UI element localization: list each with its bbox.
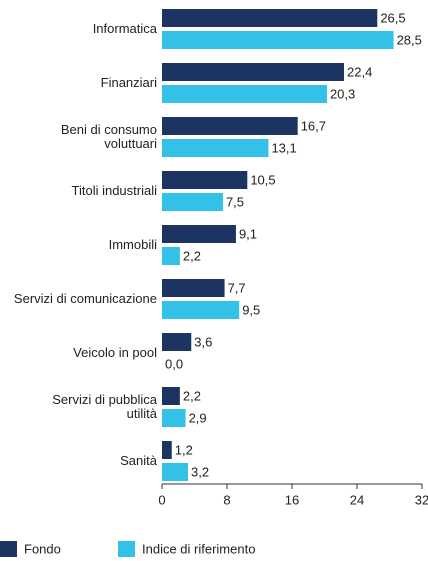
- category-label: Titoli industriali: [71, 183, 158, 198]
- category-label: Sanità: [120, 453, 157, 468]
- category-label: Servizi di comunicazione: [13, 291, 157, 306]
- x-tick-label: 24: [350, 492, 364, 507]
- bar: [162, 247, 180, 265]
- bar: [162, 171, 248, 189]
- legend-swatch: [0, 541, 17, 557]
- value-label: 10,5: [250, 172, 275, 187]
- x-tick-label: 8: [223, 492, 230, 507]
- bar: [162, 409, 186, 427]
- x-tick-label: 16: [285, 492, 299, 507]
- category-label: Veicolo in pool: [73, 345, 157, 360]
- bar: [162, 31, 394, 49]
- legend-swatch: [118, 541, 135, 557]
- value-label: 28,5: [397, 32, 422, 47]
- category-label: Beni di consumo voluttuari: [60, 122, 157, 151]
- legend-label: Fondo: [24, 541, 61, 556]
- bar: [162, 463, 188, 481]
- category-label: Finanziari: [100, 75, 157, 90]
- value-label: 7,5: [226, 194, 244, 209]
- bar: [162, 63, 344, 81]
- bar: [162, 225, 236, 243]
- bar: [162, 193, 223, 211]
- value-label: 2,2: [183, 248, 201, 263]
- category-label: Servizi di pubblica utilità: [52, 392, 157, 421]
- value-label: 13,1: [271, 140, 296, 155]
- bar: [162, 139, 269, 157]
- value-label: 3,6: [194, 334, 212, 349]
- value-label: 26,5: [380, 10, 405, 25]
- bar: [162, 387, 180, 405]
- value-label: 7,7: [228, 280, 246, 295]
- value-label: 3,2: [191, 464, 209, 479]
- value-label: 16,7: [301, 118, 326, 133]
- bar: [162, 279, 225, 297]
- value-label: 2,2: [183, 388, 201, 403]
- value-label: 9,5: [242, 302, 260, 317]
- category-label: Informatica: [92, 21, 157, 36]
- bar: [162, 333, 192, 351]
- bar: [162, 441, 172, 459]
- value-label: 1,2: [175, 442, 193, 457]
- x-tick-label: 32: [415, 492, 428, 507]
- value-label: 20,3: [330, 86, 355, 101]
- x-tick-label: 0: [158, 492, 165, 507]
- value-label: 22,4: [347, 64, 372, 79]
- bar: [162, 9, 378, 27]
- bar: [162, 85, 327, 103]
- value-label: 2,9: [189, 410, 207, 425]
- value-label: 9,1: [239, 226, 257, 241]
- value-label: 0,0: [165, 356, 183, 371]
- bar: [162, 117, 298, 135]
- bar: [162, 301, 240, 319]
- legend-label: Indice di riferimento: [142, 541, 255, 556]
- category-label: Immobili: [108, 237, 157, 252]
